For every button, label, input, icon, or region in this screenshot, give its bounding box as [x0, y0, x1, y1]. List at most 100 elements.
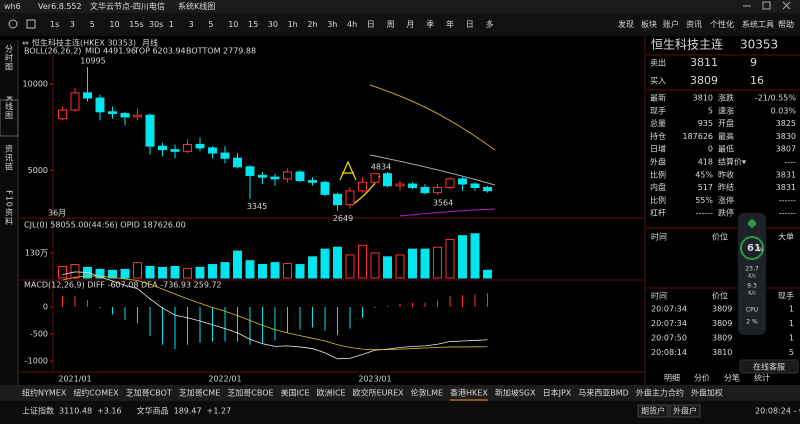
volume-bar	[370, 252, 380, 279]
period-button[interactable]: 季	[426, 19, 434, 29]
period-button[interactable]: 月	[406, 20, 414, 29]
menu-item[interactable]: 帮助	[778, 19, 794, 29]
exchange-tab[interactable]: 外盘主力合约	[636, 388, 684, 398]
quote-label: 涨跌	[718, 93, 734, 103]
quote-label: 总量	[650, 118, 666, 128]
period-button[interactable]: 3	[70, 20, 75, 29]
candle-body	[208, 147, 217, 154]
exchange-tab[interactable]: 日本JPX	[543, 388, 572, 398]
exchange-tab[interactable]: 美国ICE	[281, 388, 310, 398]
quote-value: ------	[696, 209, 713, 218]
period-button[interactable]: 30s	[149, 20, 163, 29]
version: Ver6.8.552	[38, 2, 82, 11]
volume-bar	[220, 262, 230, 279]
period-button[interactable]: 1s	[50, 20, 59, 29]
period-button[interactable]: 年	[446, 19, 454, 29]
period-button[interactable]: 1	[169, 20, 174, 29]
account-label[interactable]: 期货户	[641, 406, 665, 416]
period-button[interactable]: 1h	[288, 20, 298, 29]
period-button[interactable]: 日	[367, 20, 375, 29]
period-button[interactable]: 15	[248, 20, 258, 29]
detail-tab[interactable]: 明细	[664, 373, 680, 383]
menu-item[interactable]: 发现	[618, 19, 634, 29]
volume-bar	[245, 260, 255, 279]
side-tab[interactable]: 分时图	[5, 45, 14, 72]
volume-bar	[258, 264, 267, 279]
side-tab[interactable]: K线图	[5, 96, 14, 120]
period-button[interactable]: 3h	[327, 20, 337, 29]
period-button[interactable]: 3	[189, 20, 194, 29]
exchange-tab[interactable]: 纽约COMEX	[73, 388, 119, 398]
period-button[interactable]: 4h	[347, 20, 357, 29]
volume-bar	[483, 269, 492, 279]
extreme-label: 3345	[247, 202, 267, 211]
account-button[interactable]	[669, 404, 701, 418]
status-index: 上证指数	[22, 406, 54, 416]
quote-label[interactable]: 结算价▾	[718, 157, 746, 167]
window-controls[interactable]	[743, 1, 791, 10]
period[interactable]: 月线	[142, 38, 158, 48]
detail-tab[interactable]: 分笔	[724, 373, 740, 383]
exchange-tab[interactable]: 伦敦LME	[411, 388, 443, 398]
toolbar-icons[interactable]	[8, 19, 36, 29]
volume-bar	[470, 233, 480, 279]
period-button[interactable]: 日	[466, 20, 474, 29]
detail-tab[interactable]: 分价	[694, 374, 710, 383]
period-button[interactable]: 2h	[307, 20, 317, 29]
period-button[interactable]: 多	[486, 19, 494, 29]
side-tab[interactable]: 资讯链	[5, 144, 14, 172]
detail-tab[interactable]: 统计	[754, 373, 770, 383]
exchange-tab[interactable]: 芝加哥CBOE	[227, 388, 273, 398]
exchange-tab[interactable]: 纽约NYMEX	[22, 388, 67, 398]
period-button[interactable]: 30	[268, 20, 278, 29]
account-button[interactable]	[637, 404, 669, 418]
menu-item[interactable]: 账户	[663, 19, 679, 29]
table-header: 现手	[778, 291, 794, 301]
exchange-tab[interactable]: 新加坡SGX	[495, 388, 536, 398]
exchange-tab[interactable]: 香港HKEX	[450, 388, 488, 398]
candle-body	[220, 152, 230, 159]
exchange-tab[interactable]: 芝加哥CBOT	[126, 388, 172, 398]
tick-size: 1	[789, 334, 794, 343]
menu-item[interactable]: 资讯	[686, 19, 702, 29]
period-button[interactable]: 10	[109, 20, 119, 29]
candle-body	[458, 178, 467, 185]
account-label[interactable]: 外盘户	[673, 406, 697, 416]
side-tab[interactable]: F10资料	[5, 190, 14, 226]
candle-body	[58, 109, 67, 120]
candle-body	[470, 183, 480, 188]
service-button[interactable]	[739, 359, 799, 374]
exchange-tab[interactable]: 外盘加权	[691, 388, 723, 398]
candle-body	[233, 157, 242, 168]
meter-up: 9.3	[747, 283, 757, 290]
exchange-tab[interactable]: 欧洲ICE	[317, 388, 346, 398]
menu-item[interactable]: 系统工具	[742, 19, 774, 29]
quote-label: 比例	[650, 169, 666, 179]
period-button[interactable]: 15s	[129, 20, 143, 29]
exchange-tab[interactable]: 芝加哥CME	[179, 388, 221, 398]
exchange-tab[interactable]: 马来西亚BMD	[578, 389, 629, 398]
extreme-label: 4834	[371, 163, 391, 172]
candle-body	[345, 190, 355, 206]
service-button-label[interactable]: 在线客服	[753, 362, 785, 372]
app-name[interactable]: wh6	[4, 2, 21, 11]
menu-item[interactable]: 板块	[641, 19, 657, 29]
exchange-tab[interactable]: 欧交所EUREX	[353, 388, 405, 398]
meter-rate: K/s	[748, 274, 756, 280]
tick-size: 1	[789, 305, 794, 314]
menu-item[interactable]: 个性化	[710, 19, 734, 29]
volume-bar	[270, 262, 280, 279]
view-name: 系统K线图	[178, 1, 215, 11]
period-button[interactable]: 10	[228, 20, 238, 29]
period-button[interactable]: 周	[387, 20, 395, 29]
period-button[interactable]: 5	[90, 20, 95, 29]
candle-body	[158, 145, 167, 151]
volume-bar	[58, 265, 67, 279]
meter-rate: K/s	[748, 291, 756, 297]
candle-body	[145, 114, 155, 147]
y-tick-label: -1000	[25, 356, 48, 365]
x-tick-label: 2023/01	[358, 375, 391, 384]
candle-body	[395, 183, 405, 187]
period-button[interactable]: 5	[208, 20, 213, 29]
